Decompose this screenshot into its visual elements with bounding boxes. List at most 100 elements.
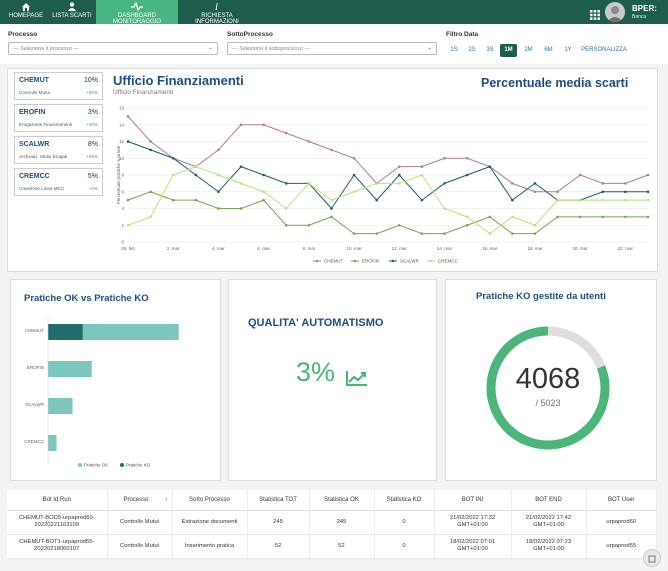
qualita-panel [228,279,437,481]
ok-ko-panel [10,279,221,481]
bot-runs-table: Bot Id Run Processo ↑ Sotto Processo Sta… [7,490,657,559]
col-processo[interactable]: Processo ↑ [107,490,173,511]
nav-dashboard-monitoraggio[interactable]: DASHBOARD MONITORAGGIO [96,0,178,25]
kpi-card-erofin[interactable]: EROFIN 3% Erogazione Finanziamenti +40% [14,104,103,132]
y-tick-label: SCALWR [25,402,45,407]
office-title: Ufficio Finanziamenti [113,73,244,88]
data-point [284,131,288,135]
date-button-personalizza[interactable]: PERSONALIZZA [581,47,627,53]
kpi-card-scalwr[interactable]: SCALWR 8% Archiviaz. Mutui Erogati +25% [14,136,103,164]
y-tick-label: 2 [121,223,124,228]
data-point [284,223,288,227]
x-tick-label: 14. mar [437,246,453,251]
cell-ko: 0 [374,510,435,535]
data-point [307,140,311,143]
data-point [533,232,537,235]
data-point [194,165,198,168]
cell-bot-end: 21/02/2022 17:42 GMT+01:00 [511,510,587,535]
kpi-pct: 5% [87,173,98,180]
legend-marker [353,259,357,263]
x-tick-label: 22. mar [618,246,634,251]
col-statistica-ok[interactable]: Statistica OK [309,490,375,511]
bar-chart: CHEMUT EROFIN SCALWR CREMCC Pratiche OK Prati… [24,317,179,468]
user-icon [50,2,94,13]
data-point [307,182,311,185]
qualita-title: QUALITA' AUTOMATISMO [248,317,384,329]
data-point [624,182,627,185]
legend-label: CREMCC [438,259,458,264]
data-point [398,223,401,227]
date-button-1s[interactable]: 1S [450,47,458,53]
series-line-erofin [127,191,648,235]
date-button-2s[interactable]: 2S [468,47,476,53]
data-point [284,182,288,185]
col-bot-user[interactable]: BOT User [586,490,657,511]
cell-bot-id: CHEMUT-BOD5-urpaprod60-20220221163109 [7,510,108,535]
col-bot-end[interactable]: BOT END [511,490,587,511]
kpi-pct: 10% [83,77,98,84]
data-point [488,165,492,168]
nav-richiesta-informazioni[interactable]: I RICHIESTA INFORMAZIONI [180,0,254,25]
nav-lista-scarti[interactable]: LISTA SCARTI [50,0,94,24]
data-point [556,198,559,202]
filtro-data-label: Filtro Data [446,31,479,38]
y-tick-label: 0 [121,240,124,245]
x-tick-label: 28. feb [121,246,135,251]
office-panel [7,68,658,272]
date-button-3s[interactable]: 3S [486,47,494,53]
data-point [398,182,401,185]
kpi-card-chemut[interactable]: CHEMUT 10% Controllo Mutui +50% [14,72,103,100]
date-button-2m[interactable]: 2M [524,47,533,53]
cell-processo: Controllo Mutui [107,534,173,559]
col-statistica-ko[interactable]: Statistica KO [374,490,435,511]
processo-select[interactable]: --- Seleziona il processo --- ⌄ [8,42,218,55]
kpi-name: EROFIN [19,109,46,116]
cell-tot: 245 [247,510,310,535]
date-button-6m[interactable]: 6M [544,47,553,53]
legend-label: SCALWR [400,259,420,264]
qualita-value: 3% [296,357,336,387]
bar-ok [48,435,57,451]
avatar[interactable] [605,2,625,22]
data-point [307,223,311,227]
y-tick-label: 14 [119,122,125,127]
legend-marker [315,259,319,263]
col-bot-ini[interactable]: BOT INI [434,490,512,511]
x-tick-label: 18. mar [527,246,543,251]
sottoprocesso-select[interactable]: --- Seleziona il sottoprocesso --- ⌄ [227,42,437,55]
kpi-delta: +40% [86,122,98,127]
gauge-ring [486,326,610,450]
data-point [601,182,605,185]
kpi-delta: +25% [86,154,98,159]
date-button-1y[interactable]: 1Y [564,47,572,53]
data-point [646,173,650,177]
kpi-card-cremcc[interactable]: CREMCC 5% Creazione Linea MCC +0% [14,168,103,196]
cell-bot-end: 18/02/2022 07:23 GMT+01:00 [511,534,587,559]
data-point [443,207,446,210]
y-tick-label: 10 [119,156,125,161]
table-row[interactable]: CHEMUT-BOD5-urpaprod60-20220221163109 Co… [7,510,657,535]
y-tick-label: CREMCC [24,439,44,444]
date-button-1m[interactable]: 1M [500,44,517,57]
sottoprocesso-placeholder: --- Seleziona il sottoprocesso --- [232,46,310,52]
data-point [330,207,333,210]
data-point [239,207,243,210]
nav-homepage[interactable]: HOMEPAGE [6,0,46,24]
col-statistica-tot[interactable]: Statistica TOT [247,490,310,511]
data-point [194,198,198,202]
sottoprocesso-label: SottoProcesso [227,31,273,38]
data-point [646,190,650,194]
data-point [126,115,130,118]
data-point [171,198,175,202]
data-point [126,140,130,143]
cell-bot-user: urpaprod55 [586,534,657,559]
col-sotto-processo[interactable]: Sotto Processo [172,490,248,511]
table-row[interactable]: CHEMUT-BOT1-urpaprod55-20220218060107 Co… [7,534,657,559]
data-point [556,215,559,219]
col-bot-id-run[interactable]: Bot Id Run [7,490,108,511]
scroll-top-button[interactable] [643,549,661,567]
kpi-name: CREMCC [19,173,50,180]
y-tick-label: CHEMUT [25,328,44,333]
apps-grid-icon[interactable] [590,7,600,20]
series-line-chemut [127,116,649,193]
